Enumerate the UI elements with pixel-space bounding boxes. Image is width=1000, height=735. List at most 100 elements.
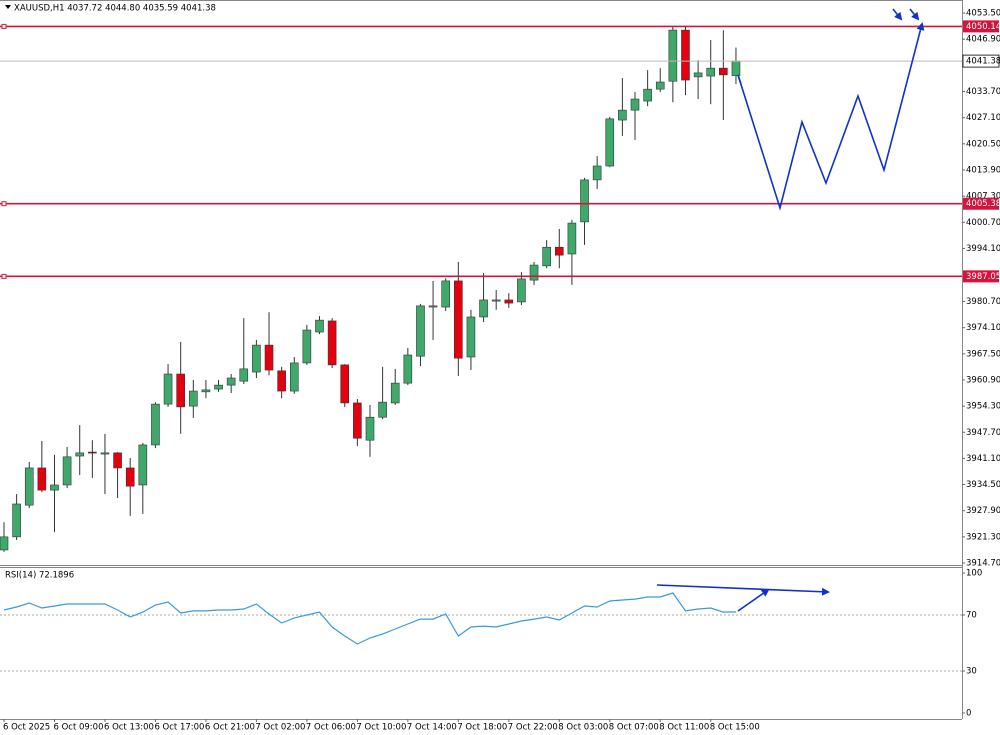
x-tick-label: 8 Oct 11:00 [659,723,709,733]
candle-body [125,467,135,487]
candle-body [693,72,703,78]
forecast-arrow [909,8,920,21]
y-tick-label: 3954.30 [966,402,1000,412]
candle-body [302,329,312,364]
candle-body [327,320,337,366]
candle-body [630,98,640,111]
y-tick-label: 3914.70 [966,559,1000,569]
y-tick-label: 3967.50 [966,349,1000,359]
candle-body [390,382,400,404]
candle-body [151,403,160,446]
candle-body [643,88,652,102]
candle-body [706,67,716,77]
candle-body [554,246,564,256]
candle-body [529,264,539,281]
annotations [656,8,925,612]
x-tick-label: 7 Oct 22:00 [508,723,558,733]
plot: 4053.50 4046.90 4033.70 4027.10 4020.50 4013.… [0,9,1000,733]
x-tick-label: 7 Oct 06:00 [306,723,356,733]
candle-body [264,344,274,371]
y-tick-label: 3934.50 [966,480,1000,490]
candle-body [353,402,362,439]
x-tick-label: 8 Oct 15:00 [710,723,760,733]
candle-body [176,373,185,408]
x-tick-label: 7 Oct 02:00 [255,723,305,733]
y-tick-label: 30 [966,666,977,676]
y-tick-label: 3927.90 [966,506,1000,516]
candle-body [113,452,122,469]
y-tick-label: 3921.30 [966,532,1000,542]
candle-body [12,503,21,538]
x-tick-label: 7 Oct 18:00 [457,723,507,733]
price-tag [963,270,999,283]
candle-body [365,416,375,441]
y-tick-label: 3980.70 [966,297,1000,307]
line-handle [1,23,7,29]
x-tick-label: 6 Oct 21:00 [205,723,255,733]
price-tag [963,197,999,210]
current-price-label: 4041.38 [966,57,1000,67]
chart-title: XAUUSD,H1 4037.72 4044.80 4035.59 4041.3… [14,4,216,14]
candle-body [466,316,476,358]
y-tick-label: 4046.90 [966,35,1000,45]
candle-body [289,362,299,392]
candle-body [504,299,514,304]
price-tag-label: 4005.38 [966,199,1000,209]
candle-body [340,364,350,404]
y-tick-label: 4007.30 [966,192,1000,202]
candle-body [517,278,526,303]
x-tick-label: 6 Oct 2025 [3,723,50,733]
candle-body [163,373,173,405]
rsi-trend-arrow [737,588,770,612]
candle-body [655,81,665,90]
y-tick-label: 100 [966,569,982,579]
y-tick-label: 4020.50 [966,139,1000,149]
x-tick-label: 8 Oct 07:00 [609,723,659,733]
forecast-arrow [737,74,742,85]
candle-body [378,401,387,418]
candle-body [580,179,589,223]
candle-body [719,67,728,76]
y-tick-label: 3947.70 [966,428,1000,438]
candle-body [226,377,236,386]
y-tick-label: 4000.70 [966,218,1000,228]
candle-body [24,467,34,506]
candle-body [214,384,223,390]
y-tick-label: 3974.10 [966,323,1000,333]
candle-body [100,452,110,455]
y-tick-label: 4033.70 [966,87,1000,97]
forecast-arrow [892,8,903,21]
candle-body [277,370,286,392]
x-tick-label: 6 Oct 17:00 [154,723,204,733]
candle-body [416,305,425,357]
candle-body [37,467,47,491]
candle-body [0,536,9,551]
candle-body [62,456,72,486]
candle-body [403,354,413,384]
candle-body [479,299,488,318]
price-tag-label: 4050.14 [966,22,1000,32]
rsi-line [3,592,737,645]
candle-body [681,29,690,81]
candle-body [252,344,261,373]
y-tick-label: 4027.10 [966,113,1000,123]
x-tick-label: 6 Oct 13:00 [104,723,154,733]
rsi-trend-arrow [656,584,830,596]
x-tick-label: 8 Oct 03:00 [558,723,608,733]
y-tick-label: 3941.10 [966,454,1000,464]
candle-body [315,319,324,333]
candle-body [605,118,615,167]
x-tick-label: 6 Oct 09:00 [53,723,103,733]
candle-body [731,60,741,76]
candle-body [542,246,551,267]
candle-body [189,390,198,407]
y-tick-label: 0 [966,708,971,718]
price-tags: 4041.38 4050.14 4005.38 3987.05 [962,20,1000,283]
price-tag [963,20,999,33]
candle-body [50,484,59,491]
y-tick-label: 3994.10 [966,244,1000,254]
title-arrow [5,5,11,9]
